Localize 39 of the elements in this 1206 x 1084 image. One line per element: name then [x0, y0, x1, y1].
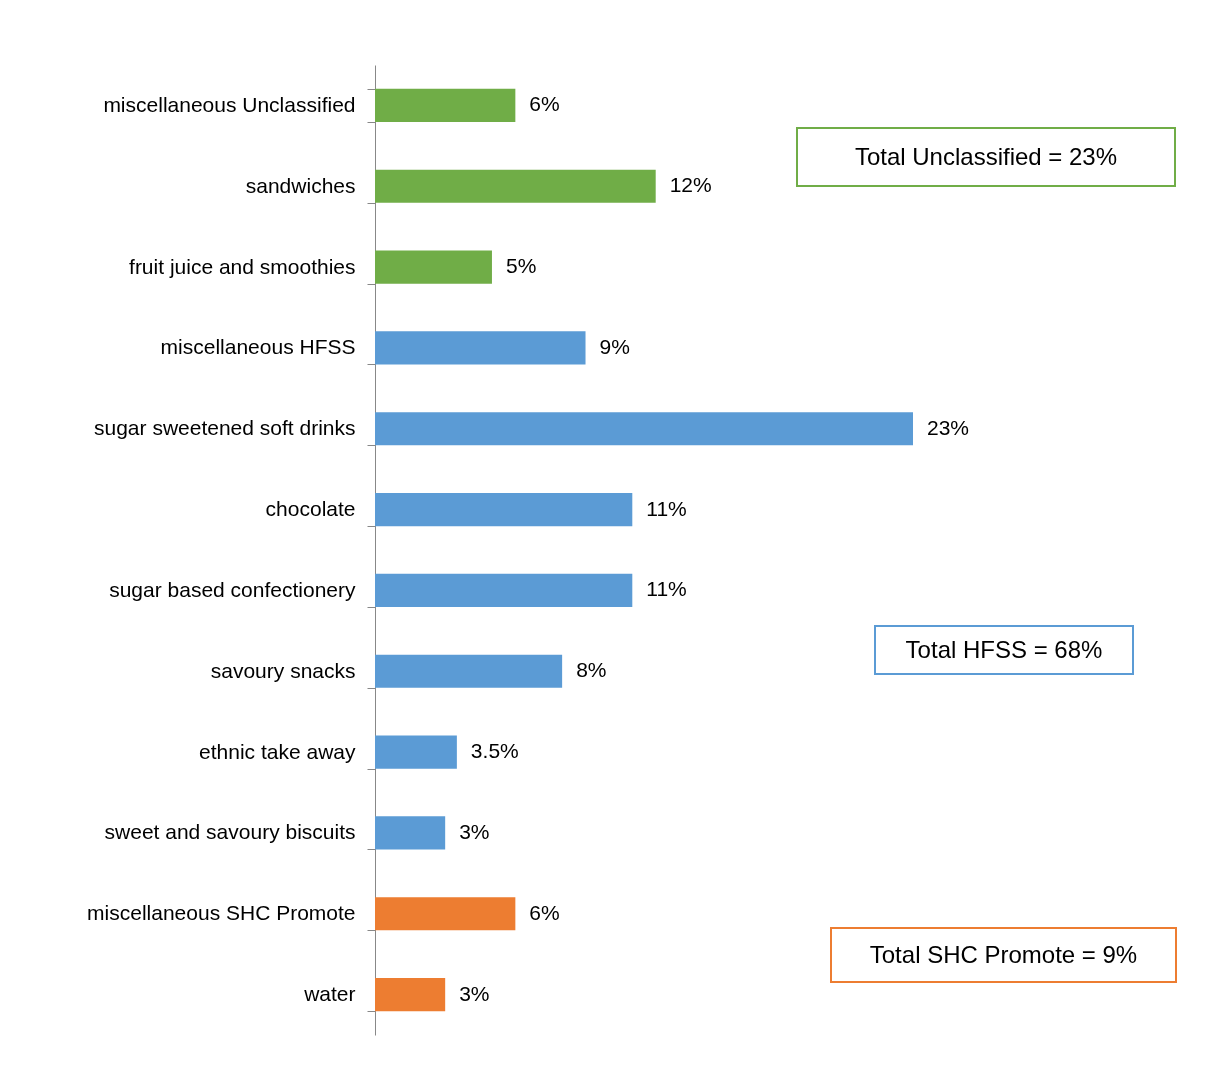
y-tick-label: sandwiches — [245, 173, 356, 197]
bar — [375, 573, 633, 607]
bar — [375, 816, 446, 850]
annotation: Total Unclassified = 23% — [796, 127, 1176, 187]
data-label: 23% — [927, 415, 970, 439]
annotation: Total SHC Promote = 9% — [830, 927, 1177, 983]
bar — [375, 169, 656, 203]
data-label: 6% — [529, 92, 560, 116]
data-label: 6% — [529, 900, 560, 924]
data-label: 11% — [646, 496, 687, 520]
annotation: Total HFSS = 68% — [874, 625, 1134, 675]
bar — [375, 88, 516, 122]
bar — [375, 250, 492, 284]
data-label: 9% — [599, 334, 630, 358]
bar — [375, 897, 516, 931]
data-label: 11% — [646, 577, 687, 601]
y-tick-label: sugar sweetened soft drinks — [94, 416, 356, 440]
y-tick-label: miscellaneous HFSS — [160, 335, 356, 359]
bar — [375, 654, 563, 688]
data-label: 8% — [576, 658, 607, 682]
data-label: 5% — [505, 254, 537, 278]
bar — [375, 412, 913, 446]
bar — [375, 735, 457, 769]
y-tick-label: fruit juice and smoothies — [129, 254, 356, 278]
bar — [375, 331, 586, 365]
y-tick-label: chocolate — [265, 497, 356, 521]
y-tick-label: miscellaneous SHC Promote — [87, 901, 356, 925]
data-label: 12% — [669, 173, 712, 197]
y-tick-label: sugar based confectionery — [109, 577, 356, 601]
y-tick-label: ethnic take away — [199, 739, 356, 763]
data-label: 3% — [459, 981, 490, 1005]
data-label: 3% — [459, 819, 490, 843]
y-tick-label: miscellaneous Unclassified — [103, 92, 356, 116]
y-tick-label: water — [303, 982, 356, 1006]
data-label: 3.5% — [470, 739, 519, 763]
bar — [375, 978, 446, 1012]
bar — [375, 493, 633, 527]
y-tick-label: savoury snacks — [210, 658, 356, 682]
y-tick-label: sweet and savoury biscuits — [104, 820, 356, 844]
